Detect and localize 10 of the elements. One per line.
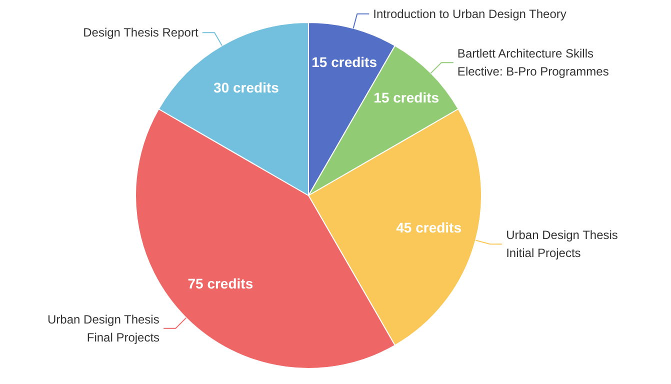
slice-label: Introduction to Urban Design Theory xyxy=(373,6,566,21)
slice-label: Urban Design Thesis Initial Projects xyxy=(506,228,618,260)
slice-label: Bartlett Architecture Skills Elective: B-Pro Programmes xyxy=(457,46,609,79)
data-label: 15 credits xyxy=(312,54,378,70)
data-label: 75 credits xyxy=(188,276,254,292)
data-label: 15 credits xyxy=(374,90,440,106)
data-label: 30 credits xyxy=(214,80,280,96)
slice-label: Design Thesis Report xyxy=(83,26,199,40)
slice-label: Urban Design Thesis Final Projects xyxy=(48,312,160,345)
data-label: 45 credits xyxy=(396,220,462,236)
